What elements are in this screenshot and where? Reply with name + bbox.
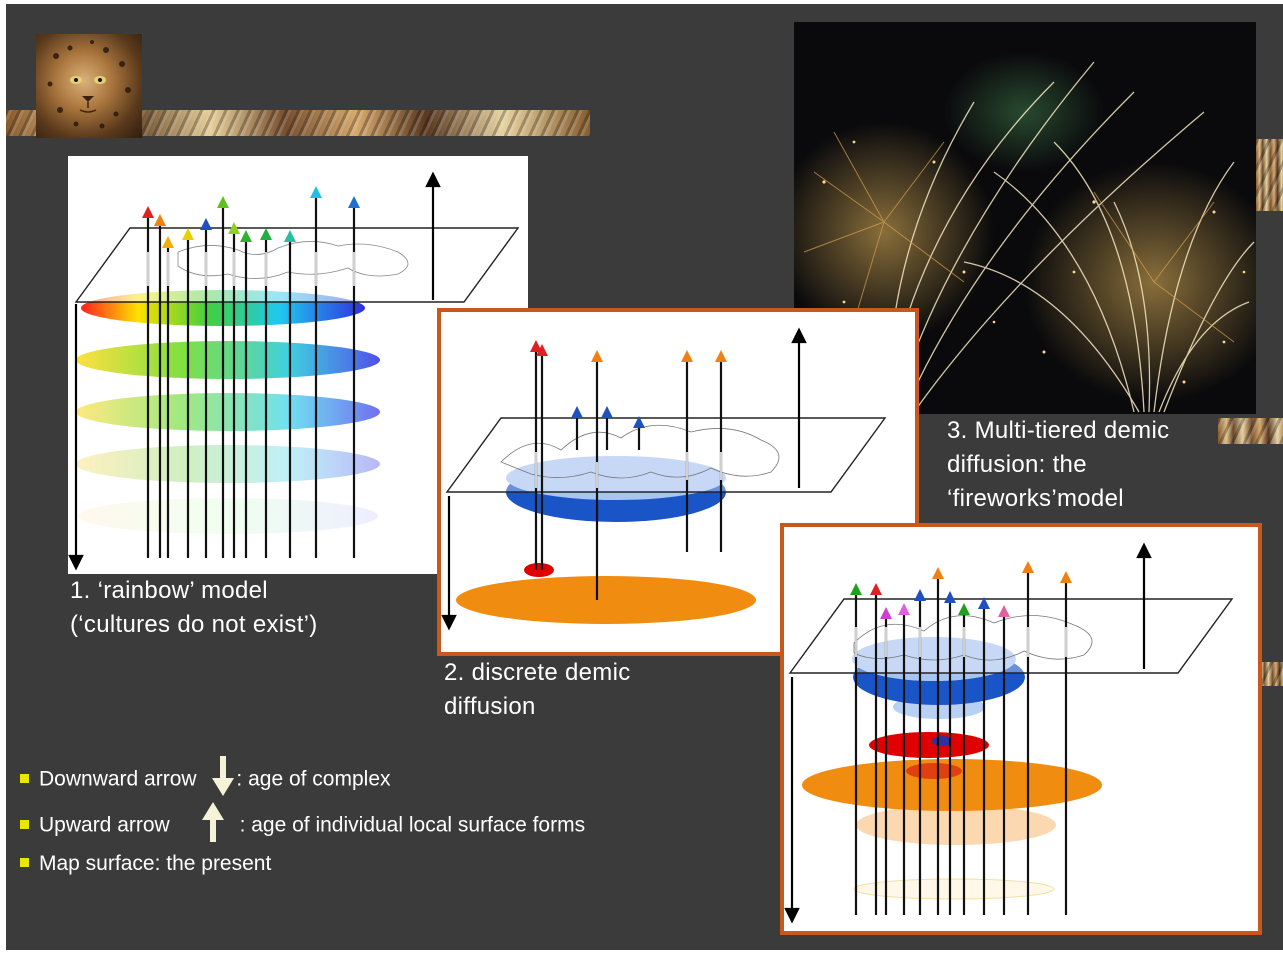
discrete-diffusion-diagram — [437, 308, 919, 656]
leopard-stripe-right-2 — [1218, 418, 1283, 444]
down-arrow-icon — [212, 756, 235, 796]
legend-row-upward: Upward arrow : age of individual local s… — [20, 802, 586, 846]
fireworks-caption: 3. Multi-tiered demic diffusion: the ‘fi… — [947, 414, 1169, 516]
legend-row-map: Map surface: the present — [20, 852, 271, 876]
rainbow-caption-line2: (‘cultures do not exist’) — [70, 611, 318, 638]
legend-up-after: : age of individual local surface forms — [239, 813, 586, 837]
leopard-stripe-right-3 — [1258, 662, 1283, 686]
legend-row-downward: Downward arrow : age of complex — [20, 756, 391, 800]
fireworks-caption-line3: ‘fireworks’model — [947, 485, 1124, 512]
slide: 1. ‘rainbow’ model (‘cultures do not exi… — [6, 4, 1283, 950]
bullet-icon — [20, 773, 29, 783]
legend-up-rest: arrow — [111, 813, 170, 837]
legend-down-rest: arrow — [138, 767, 197, 791]
leopard-photo — [36, 34, 142, 138]
legend-map-bold: Map surface — [39, 852, 155, 875]
legend-down-bold: Downward — [39, 767, 139, 791]
discrete-caption-line1: 2. discrete demic — [444, 659, 631, 686]
bullet-icon — [20, 857, 29, 867]
discrete-caption-line2: diffusion — [444, 693, 536, 720]
fireworks-caption-line2: diffusion: the — [947, 451, 1087, 478]
discrete-caption: 2. discrete demic diffusion — [444, 656, 631, 724]
bullet-icon — [20, 819, 29, 829]
up-arrow-icon — [201, 802, 224, 842]
legend-down-after: : age of complex — [236, 767, 391, 791]
legend-map-rest: : the present — [154, 852, 272, 875]
fireworks-caption-line1: 3. Multi-tiered demic — [947, 417, 1170, 444]
leopard-stripe-right-1 — [1256, 139, 1283, 211]
rainbow-caption-line1: 1. ‘rainbow’ model — [70, 577, 268, 604]
fireworks-model-diagram — [780, 523, 1262, 935]
legend-up-bold: Upward — [39, 813, 112, 837]
rainbow-caption: 1. ‘rainbow’ model (‘cultures do not exi… — [70, 574, 318, 642]
